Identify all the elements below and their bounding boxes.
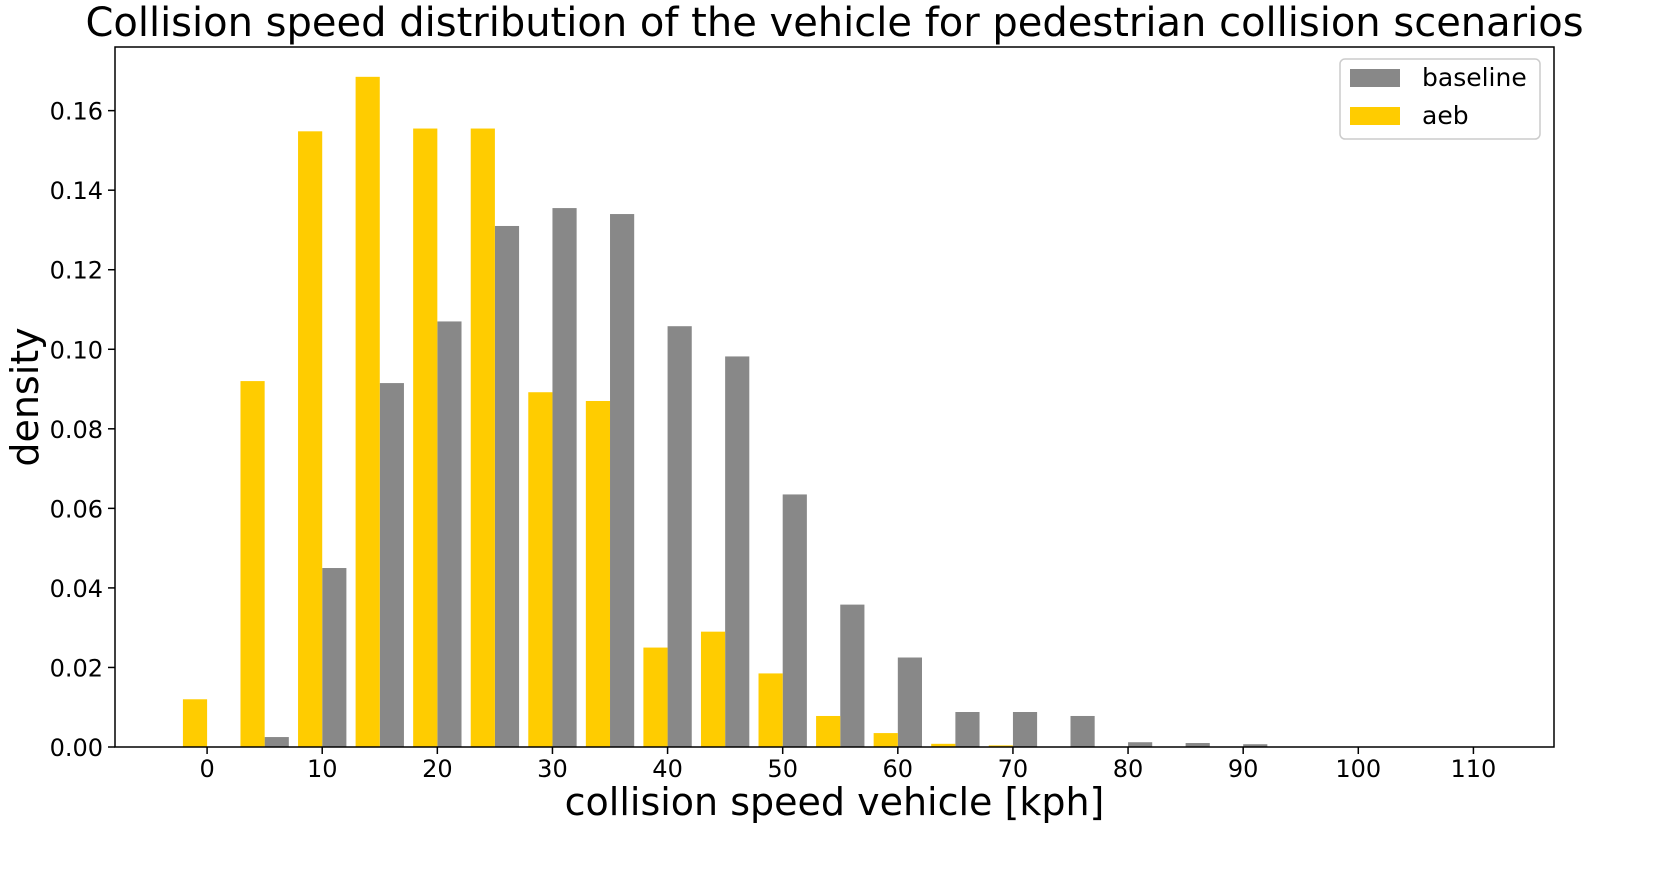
bar-baseline-35	[610, 214, 635, 747]
bar-aeb-0	[182, 699, 208, 747]
axes-frame	[114, 46, 1555, 748]
bar-baseline-90	[1243, 744, 1268, 747]
x-axis-ticks: 0 10 20 30 40 50 60 70 80 90 100 110	[199, 747, 1496, 783]
legend-label-aeb: aeb	[1422, 101, 1469, 130]
bar-baseline-5	[264, 737, 289, 747]
y-tick-label: 0.00	[50, 734, 103, 762]
bar-baseline-20	[437, 321, 462, 747]
bar-aeb-65	[931, 743, 956, 747]
y-tick-label: 0.10	[50, 336, 103, 364]
bar-aeb-35	[585, 400, 611, 747]
bar-baseline-25	[494, 225, 520, 747]
bar-baseline-60	[897, 657, 922, 747]
x-tick-label: 40	[652, 755, 683, 783]
x-tick-label: 90	[1228, 755, 1259, 783]
y-tick-label: 0.12	[50, 257, 103, 285]
x-axis-label: collision speed vehicle [kph]	[565, 780, 1105, 824]
bar-baseline-70	[1012, 712, 1038, 747]
legend: baseline aeb	[1339, 58, 1541, 140]
y-tick-label: 0.02	[50, 654, 103, 682]
x-tick-label: 0	[199, 755, 214, 783]
bar-aeb-60	[873, 733, 898, 747]
x-tick-label: 10	[307, 755, 338, 783]
legend-label-baseline: baseline	[1422, 63, 1527, 92]
bars-group	[182, 76, 1268, 748]
x-tick-label: 80	[1113, 755, 1144, 783]
y-tick-label: 0.08	[50, 416, 103, 444]
bar-baseline-55	[840, 604, 865, 747]
bar-baseline-75	[1070, 715, 1095, 747]
x-tick-label: 30	[537, 755, 568, 783]
y-axis-label: density	[3, 327, 47, 466]
y-axis-ticks: 0.00 0.02 0.04 0.06 0.08 0.10 0.12 0.14 0.16	[50, 98, 115, 762]
bar-aeb-20	[413, 128, 438, 748]
chart-title: Collision speed distribution of the vehi…	[85, 0, 1583, 46]
bar-aeb-5	[240, 381, 265, 747]
x-tick-label: 70	[998, 755, 1029, 783]
x-tick-label: 110	[1451, 755, 1497, 783]
bar-aeb-45	[700, 631, 726, 747]
x-tick-label: 20	[422, 755, 453, 783]
bar-baseline-10	[322, 568, 347, 747]
bar-aeb-70	[988, 745, 1013, 747]
bar-aeb-25	[470, 128, 495, 748]
bar-baseline-65	[955, 712, 980, 747]
x-tick-label: 60	[883, 755, 914, 783]
y-tick-label: 0.16	[50, 98, 103, 126]
x-tick-label: 50	[767, 755, 798, 783]
bar-aeb-15	[355, 76, 380, 748]
legend-swatch-baseline	[1350, 69, 1400, 87]
bar-baseline-80	[1128, 742, 1153, 747]
bar-baseline-30	[552, 208, 577, 748]
y-tick-label: 0.06	[50, 495, 103, 523]
bar-baseline-50	[782, 494, 807, 747]
bar-aeb-30	[528, 392, 553, 747]
bar-aeb-50	[758, 673, 783, 747]
bar-aeb-10	[298, 131, 323, 747]
bar-aeb-55	[816, 715, 841, 747]
bar-baseline-85	[1185, 743, 1210, 747]
bar-baseline-40	[667, 326, 692, 747]
bar-aeb-40	[643, 647, 668, 747]
y-tick-label: 0.04	[50, 575, 103, 603]
bar-baseline-45	[725, 356, 750, 747]
legend-swatch-aeb	[1350, 107, 1400, 125]
x-tick-label: 100	[1335, 755, 1381, 783]
bar-baseline-15	[379, 383, 404, 747]
y-tick-label: 0.14	[50, 177, 103, 205]
